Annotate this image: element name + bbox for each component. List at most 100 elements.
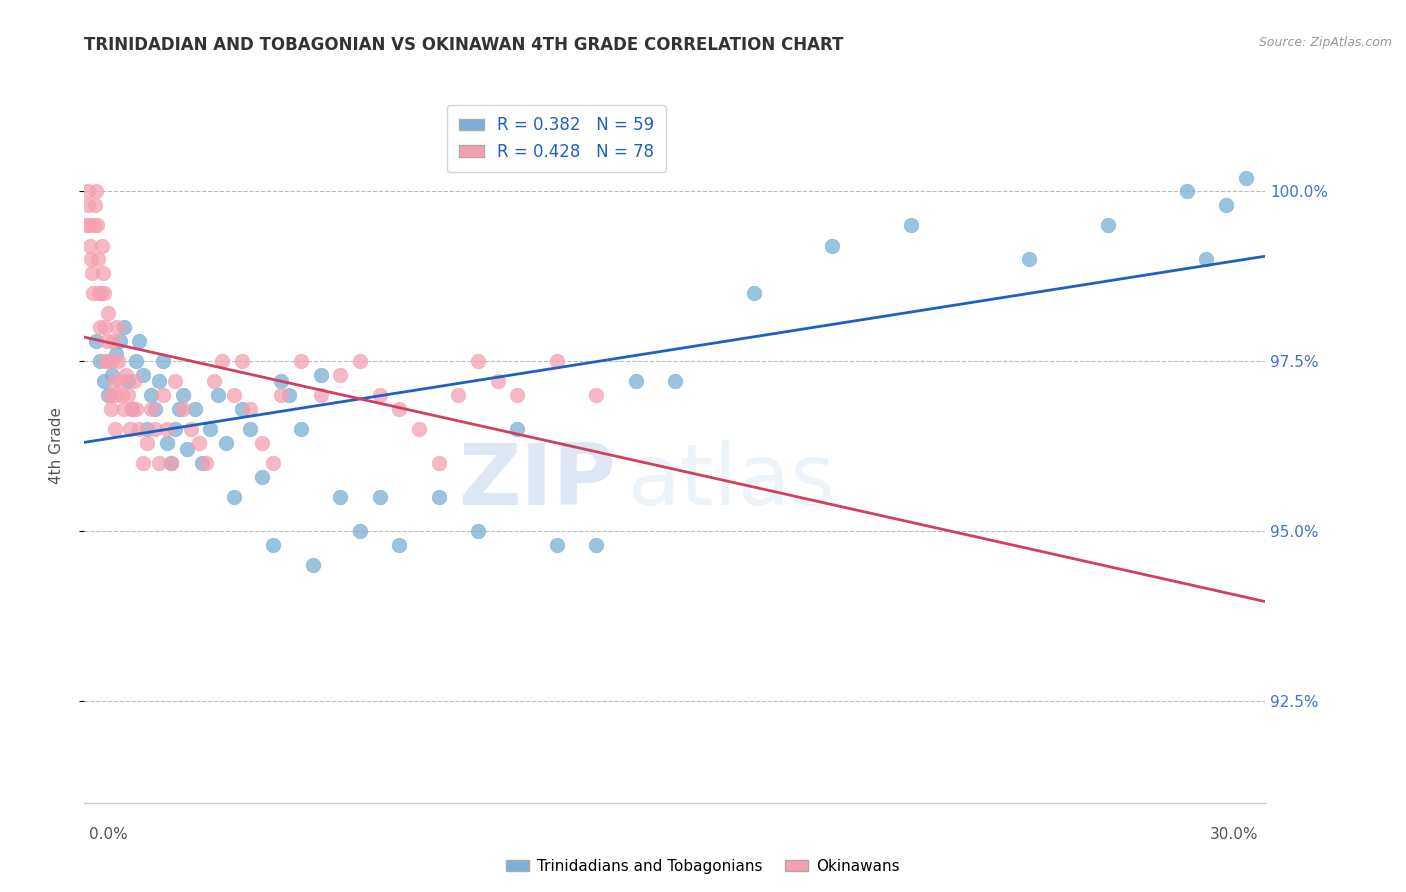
- Point: [84, 334, 107, 348]
- Point: [101, 334, 124, 348]
- Point: [290, 354, 312, 368]
- Point: [163, 422, 186, 436]
- Point: [103, 375, 125, 389]
- Point: [1175, 184, 1198, 198]
- Point: [82, 286, 104, 301]
- Point: [143, 422, 166, 436]
- Point: [329, 490, 352, 504]
- Point: [506, 422, 529, 436]
- Point: [148, 456, 170, 470]
- Point: [104, 347, 127, 361]
- Point: [122, 375, 145, 389]
- Point: [124, 401, 146, 416]
- Text: Source: ZipAtlas.com: Source: ZipAtlas.com: [1258, 36, 1392, 49]
- Point: [89, 320, 111, 334]
- Point: [101, 354, 124, 368]
- Point: [349, 524, 371, 538]
- Point: [132, 368, 155, 382]
- Text: atlas: atlas: [627, 440, 835, 524]
- Point: [172, 388, 194, 402]
- Point: [239, 401, 262, 416]
- Point: [93, 375, 115, 389]
- Point: [167, 401, 190, 416]
- Legend: R = 0.382   N = 59, R = 0.428   N = 78: R = 0.382 N = 59, R = 0.428 N = 78: [447, 104, 666, 172]
- Point: [91, 238, 114, 252]
- Point: [128, 422, 150, 436]
- Point: [1195, 252, 1218, 266]
- Point: [546, 537, 568, 551]
- Point: [368, 388, 391, 402]
- Point: [98, 388, 121, 402]
- Point: [180, 422, 202, 436]
- Point: [77, 198, 100, 212]
- Point: [664, 375, 686, 389]
- Point: [506, 388, 529, 402]
- Point: [1018, 252, 1040, 266]
- Point: [152, 388, 174, 402]
- Point: [121, 401, 143, 416]
- Point: [250, 469, 273, 483]
- Point: [89, 354, 111, 368]
- Point: [118, 422, 141, 436]
- Point: [117, 375, 139, 389]
- Point: [77, 218, 100, 232]
- Point: [94, 354, 117, 368]
- Point: [104, 422, 127, 436]
- Point: [84, 184, 107, 198]
- Point: [91, 266, 114, 280]
- Point: [117, 388, 139, 402]
- Point: [585, 537, 607, 551]
- Point: [262, 537, 284, 551]
- Point: [84, 198, 107, 212]
- Point: [152, 354, 174, 368]
- Point: [114, 368, 136, 382]
- Point: [486, 375, 509, 389]
- Point: [222, 490, 245, 504]
- Text: ZIP: ZIP: [458, 440, 616, 524]
- Point: [211, 354, 233, 368]
- Point: [1097, 218, 1119, 232]
- Point: [112, 320, 135, 334]
- Point: [112, 401, 135, 416]
- Point: [821, 238, 844, 252]
- Point: [176, 442, 198, 457]
- Point: [222, 388, 245, 402]
- Point: [1234, 170, 1257, 185]
- Point: [309, 368, 332, 382]
- Y-axis label: 4th Grade: 4th Grade: [49, 408, 63, 484]
- Point: [94, 320, 117, 334]
- Point: [83, 218, 105, 232]
- Point: [80, 252, 103, 266]
- Point: [100, 401, 122, 416]
- Point: [301, 558, 323, 572]
- Point: [408, 422, 430, 436]
- Point: [107, 354, 129, 368]
- Point: [97, 388, 120, 402]
- Text: TRINIDADIAN AND TOBAGONIAN VS OKINAWAN 4TH GRADE CORRELATION CHART: TRINIDADIAN AND TOBAGONIAN VS OKINAWAN 4…: [84, 36, 844, 54]
- Point: [163, 375, 186, 389]
- Point: [96, 334, 118, 348]
- Point: [200, 422, 222, 436]
- Point: [87, 252, 110, 266]
- Point: [136, 435, 159, 450]
- Point: [97, 306, 120, 320]
- Point: [278, 388, 301, 402]
- Point: [132, 456, 155, 470]
- Point: [207, 388, 229, 402]
- Point: [349, 354, 371, 368]
- Point: [124, 354, 146, 368]
- Point: [427, 456, 450, 470]
- Point: [121, 401, 143, 416]
- Point: [290, 422, 312, 436]
- Point: [141, 388, 163, 402]
- Point: [202, 375, 225, 389]
- Point: [183, 401, 205, 416]
- Point: [143, 401, 166, 416]
- Point: [90, 286, 112, 301]
- Point: [191, 456, 214, 470]
- Point: [108, 375, 131, 389]
- Point: [467, 524, 489, 538]
- Point: [250, 435, 273, 450]
- Point: [128, 334, 150, 348]
- Point: [900, 218, 922, 232]
